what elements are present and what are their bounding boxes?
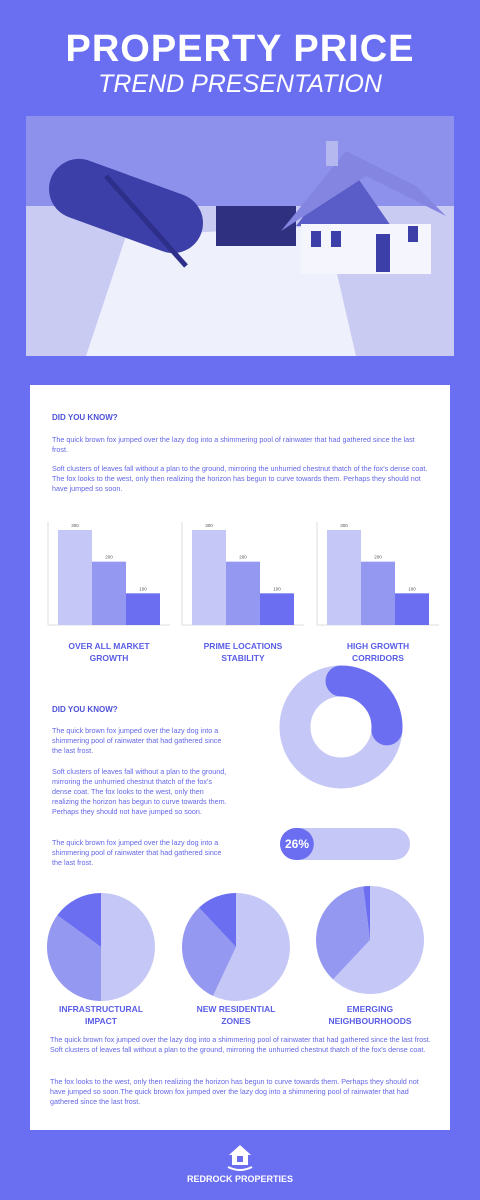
bar — [260, 593, 294, 625]
paragraph: Soft clusters of leaves fall without a p… — [52, 464, 428, 493]
bar — [327, 530, 361, 625]
brand: REDROCK PROPERTIES — [186, 1174, 293, 1184]
heading: DID YOU KNOW? — [52, 413, 118, 422]
pie-slice — [213, 893, 290, 1001]
bar — [361, 561, 395, 625]
progress-label: 26% — [285, 837, 309, 851]
chart-title: HIGH GROWTH CORRIDORS — [346, 641, 410, 663]
paragraph: The quick brown fox jumped over the lazy… — [52, 838, 222, 867]
bar — [226, 561, 260, 625]
pie-slice — [57, 893, 101, 947]
value-label: 200 — [374, 555, 382, 560]
bar — [126, 593, 160, 625]
value-label: 200 — [239, 555, 247, 560]
value-label: 200 — [105, 555, 113, 560]
progress-fill — [280, 828, 314, 860]
value-label: 100 — [273, 586, 281, 591]
chart-title: NEW RESIDENTIAL ZONES — [196, 1004, 276, 1026]
bar — [58, 530, 92, 625]
pie-slice — [315, 886, 370, 980]
hero-image — [26, 116, 454, 356]
paragraph: Soft clusters of leaves fall without a p… — [52, 767, 227, 816]
pie-slice — [46, 915, 101, 1001]
chart-title: INFRASTRUCTURAL IMPACT — [58, 1004, 144, 1026]
chart-title: EMERGING NEIGHBOURHOODS — [328, 1004, 412, 1026]
value-label: 100 — [139, 586, 147, 591]
value-label: 300 — [340, 523, 348, 528]
progress-track — [280, 828, 410, 860]
pie-slice — [363, 886, 370, 940]
subtitle: TREND PRESENTATION — [98, 70, 382, 98]
pie-slice — [182, 907, 236, 996]
paragraph: The quick brown fox jumped over the lazy… — [50, 1035, 431, 1054]
pie-slice — [333, 886, 424, 995]
value-label: 300 — [71, 523, 79, 528]
title: PROPERTY PRICE — [65, 28, 415, 70]
paragraph: The quick brown fox jumped over the lazy… — [52, 435, 415, 454]
pie-slice — [199, 893, 236, 947]
bar — [192, 530, 226, 625]
paragraph: The fox looks to the west, only then rea… — [50, 1077, 419, 1106]
chart-title: PRIME LOCATIONS STABILITY — [203, 641, 283, 663]
heading: DID YOU KNOW? — [52, 705, 118, 714]
chart-title: OVER ALL MARKET GROWTH — [68, 641, 150, 663]
value-label: 100 — [408, 586, 416, 591]
bar — [92, 561, 126, 625]
pie-slice — [101, 893, 155, 1001]
value-label: 300 — [205, 523, 213, 528]
logo — [227, 1145, 253, 1171]
bar — [395, 593, 429, 625]
paragraph: The quick brown fox jumped over the lazy… — [52, 726, 222, 755]
donut-segment — [325, 665, 403, 746]
